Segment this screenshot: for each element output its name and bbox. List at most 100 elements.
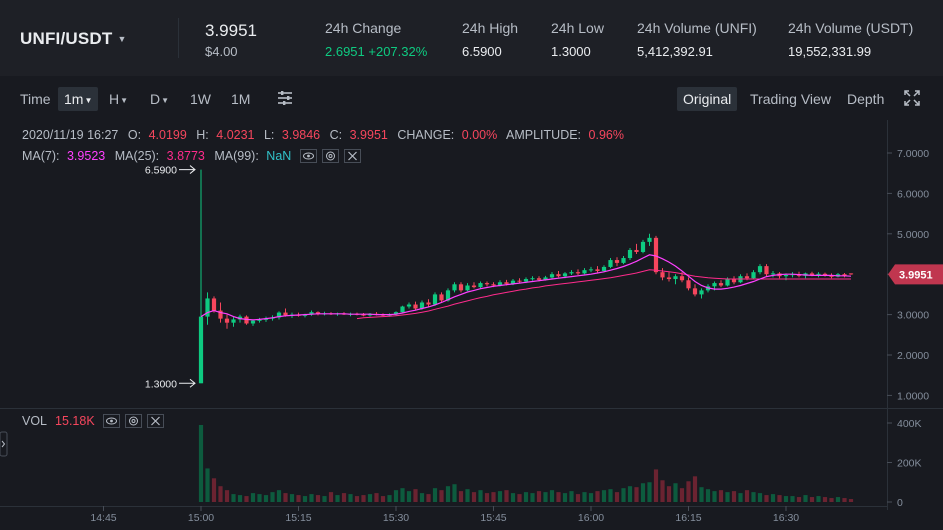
- candle: [718, 280, 724, 288]
- candle-body: [458, 284, 464, 291]
- view-original[interactable]: Original: [677, 87, 738, 111]
- candle-body: [517, 280, 522, 282]
- candle-body: [575, 272, 581, 274]
- candle-body: [556, 274, 561, 277]
- candle-body: [686, 280, 691, 289]
- legend-amplitude-label: AMPLITUDE:: [506, 128, 581, 142]
- time-tick-label: 16:15: [675, 512, 701, 524]
- view-depth[interactable]: Depth: [847, 91, 885, 107]
- volume-bar: [387, 495, 392, 502]
- stat-24h-change: 24h Change 2.6951 +207.32%: [325, 20, 427, 59]
- kline-chart[interactable]: 2020/11/19 16:27 O: 4.0199 H: 4.0231 L: …: [0, 120, 943, 530]
- candle-body: [666, 277, 672, 280]
- volume-bar: [575, 494, 581, 502]
- interval-hour[interactable]: H▼: [109, 91, 128, 107]
- volume-bar: [634, 487, 639, 502]
- pair-selector[interactable]: UNFI/USDT ▼: [20, 29, 127, 49]
- eye-icon[interactable]: [103, 414, 120, 428]
- volume-bar: [471, 492, 477, 502]
- candle-body: [530, 278, 535, 280]
- close-icon[interactable]: [344, 149, 361, 163]
- interval-label[interactable]: 1m: [64, 91, 84, 107]
- stat-24h-high: 24h High 6.5900: [462, 20, 518, 59]
- ma25-value: 3.8773: [167, 149, 205, 163]
- interval-1w[interactable]: 1W: [190, 91, 211, 107]
- volume-bar: [231, 494, 236, 502]
- candle: [627, 247, 633, 261]
- caret-down-icon[interactable]: ▼: [117, 34, 127, 44]
- low-marker-label: 1.3000: [145, 378, 177, 390]
- view-trading-view[interactable]: Trading View: [750, 91, 831, 107]
- candle: [634, 243, 639, 254]
- time-axis: 14:45 15:00 15:15 15:30 15:45 16:00 16:15 16:30: [90, 506, 799, 524]
- time-tick-label: 15:00: [188, 512, 214, 524]
- time-tick-label: 16:30: [773, 512, 799, 524]
- stat-label: 24h Volume (UNFI): [637, 20, 757, 36]
- last-price-usd: $4.00: [205, 44, 238, 59]
- ma7-label: MA(7):: [22, 149, 60, 163]
- expand-icon[interactable]: [904, 90, 920, 109]
- pair-name[interactable]: UNFI/USDT: [20, 29, 113, 48]
- volume-bar: [764, 495, 769, 502]
- interval-1m[interactable]: 1m▼: [58, 87, 99, 111]
- candle-body: [250, 320, 256, 324]
- ma-legend-buttons: [300, 149, 361, 163]
- caret-down-icon[interactable]: ▼: [120, 96, 129, 105]
- price-tick-label: 5.0000: [897, 229, 929, 241]
- volume-bar: [445, 486, 451, 502]
- volume-bar: [653, 469, 659, 502]
- ma-legend: MA(7): 3.9523 MA(25): 3.8773 MA(99): NaN: [22, 149, 291, 163]
- legend-open-label: O:: [128, 128, 141, 142]
- interval-day[interactable]: D▼: [150, 91, 169, 107]
- candle: [465, 283, 470, 292]
- volume-value: 15.18K: [55, 414, 95, 428]
- interval-label[interactable]: H: [109, 91, 120, 107]
- candle: [608, 258, 613, 269]
- candle-body: [614, 260, 620, 263]
- candle-body: [452, 284, 457, 291]
- interval-label[interactable]: D: [150, 91, 161, 107]
- candle-body: [627, 249, 633, 259]
- candle: [276, 311, 282, 320]
- candle: [406, 302, 412, 309]
- stat-24h-volume-quote: 24h Volume (USDT) 19,552,331.99: [788, 20, 913, 59]
- caret-down-icon[interactable]: ▼: [84, 96, 93, 105]
- close-icon[interactable]: [147, 414, 164, 428]
- candle-body: [848, 273, 854, 275]
- candle: [439, 292, 444, 303]
- candle-body: [536, 278, 542, 280]
- candle: [205, 292, 210, 325]
- volume-bar: [452, 484, 457, 502]
- chevron-right-icon[interactable]: [1, 440, 6, 448]
- arrow-right-icon: [179, 378, 196, 388]
- candlestick-series: [198, 169, 854, 384]
- volume-bar: [276, 490, 282, 502]
- last-price-badge-label: 3.9951: [899, 269, 933, 281]
- caret-down-icon[interactable]: ▼: [161, 96, 170, 105]
- candle: [660, 268, 665, 281]
- volume-axis: 400K 200K 0: [887, 418, 922, 509]
- candle-body: [244, 316, 249, 324]
- settings-circle-icon[interactable]: [322, 149, 339, 163]
- volume-bar: [309, 494, 314, 502]
- interval-1month[interactable]: 1M: [231, 91, 251, 107]
- eye-icon[interactable]: [300, 149, 317, 163]
- candle-body: [478, 283, 483, 288]
- volume-bar: [335, 495, 340, 502]
- volume-bar: [647, 482, 652, 502]
- volume-bar: [478, 490, 483, 502]
- candle: [198, 169, 204, 384]
- candle-body: [816, 273, 821, 276]
- high-marker-label: 6.5900: [145, 165, 177, 177]
- volume-bar: [302, 496, 308, 502]
- volume-bar: [491, 492, 496, 502]
- volume-bar: [224, 490, 230, 502]
- volume-bar: [218, 486, 223, 502]
- panel-collapse-handle[interactable]: [0, 431, 8, 457]
- settings-circle-icon[interactable]: [125, 414, 142, 428]
- sliders-icon[interactable]: [277, 90, 293, 109]
- candle: [211, 296, 217, 313]
- candle: [224, 314, 230, 329]
- volume-bar: [686, 481, 691, 502]
- volume-bar: [588, 493, 594, 502]
